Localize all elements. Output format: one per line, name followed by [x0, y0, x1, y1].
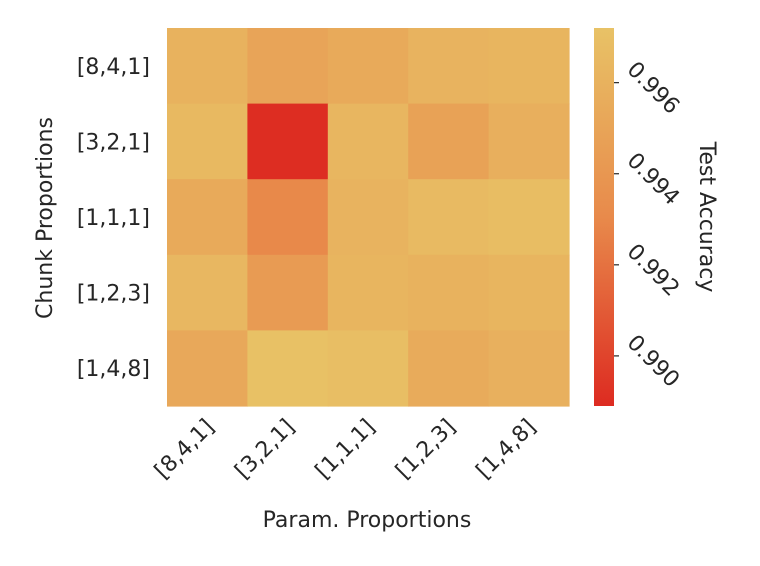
- heatmap-cell-r0-c2: [327, 28, 409, 105]
- y-axis-title: Chunk Proportions: [33, 117, 58, 319]
- x-tick-label: [1,2,3]: [391, 415, 460, 484]
- y-tick-label: [1,4,8]: [77, 357, 150, 382]
- heatmap-cell-r4-c4: [488, 330, 570, 407]
- heatmap-cell-r4-c0: [167, 330, 248, 407]
- colorbar-tick-label: 0.996: [622, 57, 684, 119]
- y-tick-labels: [8,4,1] [3,2,1] [1,1,1] [1,2,3] [1,4,8]: [77, 55, 150, 382]
- heatmap-cell-r0-c0: [167, 28, 248, 105]
- colorbar-tick-label: 0.992: [622, 239, 684, 301]
- heatmap-cell-r2-c1: [247, 179, 329, 256]
- heatmap-cell-r1-c4: [488, 103, 570, 180]
- x-tick-label: [1,4,8]: [472, 415, 541, 484]
- x-axis-title: Param. Proportions: [263, 508, 472, 533]
- x-tick-label: [3,2,1]: [230, 415, 299, 484]
- heatmap-cell-r0-c1: [247, 28, 329, 105]
- heatmap-cell-r2-c4: [488, 179, 570, 256]
- heatmap-cell-r1-c2: [327, 103, 409, 180]
- y-tick-label: [8,4,1]: [77, 55, 150, 80]
- heatmap-cell-r3-c4: [488, 254, 570, 331]
- heatmap-cell-r2-c2: [327, 179, 409, 256]
- x-tick-label: [1,1,1]: [311, 415, 380, 484]
- y-tick-label: [3,2,1]: [77, 130, 150, 155]
- heatmap-cell-r3-c1: [247, 254, 329, 331]
- heatmap-cells: [167, 28, 570, 407]
- heatmap-cell-r1-c1: [247, 103, 329, 180]
- colorbar-title: Test Accuracy: [694, 141, 719, 293]
- heatmap-cell-r3-c2: [327, 254, 409, 331]
- colorbar-tick-label: 0.994: [622, 148, 684, 210]
- colorbar: [594, 28, 614, 406]
- heatmap-cell-r4-c2: [327, 330, 409, 407]
- heatmap-cell-r2-c0: [167, 179, 248, 256]
- x-tick-labels: [8,4,1] [3,2,1] [1,1,1] [1,2,3] [1,4,8]: [150, 415, 541, 484]
- heatmap-cell-r0-c3: [408, 28, 490, 105]
- colorbar-tick-label: 0.990: [622, 330, 684, 392]
- y-tick-label: [1,1,1]: [77, 206, 150, 231]
- heatmap-cell-r3-c0: [167, 254, 248, 331]
- heatmap-cell-r3-c3: [408, 254, 490, 331]
- heatmap-cell-r4-c3: [408, 330, 490, 407]
- heatmap-cell-r4-c1: [247, 330, 329, 407]
- x-tick-label: [8,4,1]: [150, 415, 219, 484]
- heatmap-cell-r1-c3: [408, 103, 490, 180]
- heatmap-cell-r0-c4: [488, 28, 570, 105]
- colorbar-ticks: 0.990 0.992 0.994 0.996: [614, 57, 684, 393]
- y-tick-label: [1,2,3]: [77, 282, 150, 307]
- heatmap-cell-r2-c3: [408, 179, 490, 256]
- heatmap-cell-r1-c0: [167, 103, 248, 180]
